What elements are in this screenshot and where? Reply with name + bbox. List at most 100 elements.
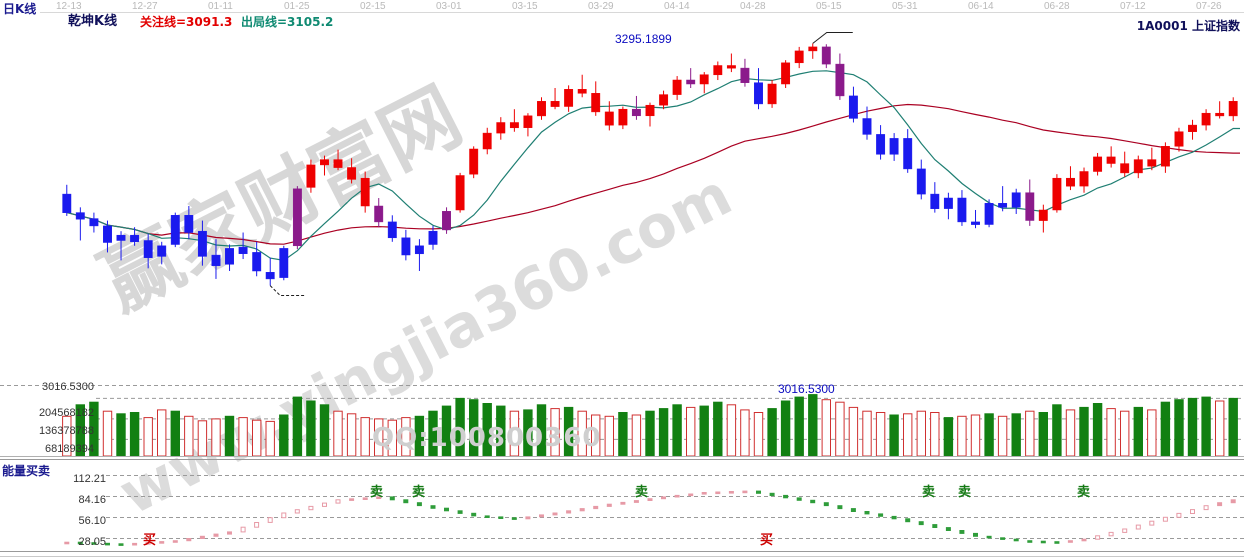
price-panel[interactable]	[0, 13, 1244, 388]
volume-bar[interactable]	[997, 415, 1008, 457]
volume-bar[interactable]	[767, 408, 777, 457]
candle[interactable]	[442, 211, 451, 231]
volume-bar[interactable]	[360, 417, 370, 457]
volume-bar[interactable]	[726, 404, 737, 457]
candle[interactable]	[455, 175, 465, 211]
volume-bar[interactable]	[699, 405, 709, 457]
candle[interactable]	[401, 237, 411, 256]
candle[interactable]	[143, 240, 153, 258]
candle[interactable]	[713, 65, 723, 76]
candle[interactable]	[509, 122, 519, 129]
volume-bar[interactable]	[1174, 399, 1184, 457]
candle[interactable]	[821, 46, 831, 65]
volume-bar[interactable]	[1228, 397, 1238, 457]
volume-bar[interactable]	[211, 418, 221, 457]
candle[interactable]	[889, 138, 899, 155]
candle[interactable]	[699, 74, 709, 85]
volume-bar[interactable]	[265, 420, 275, 457]
candle[interactable]	[170, 215, 180, 245]
volume-bar[interactable]	[794, 396, 804, 457]
candle[interactable]	[1147, 159, 1157, 167]
volume-bar[interactable]	[197, 420, 208, 457]
volume-bar[interactable]	[1011, 413, 1021, 457]
candle[interactable]	[1106, 156, 1116, 164]
volume-bar[interactable]	[862, 410, 872, 457]
candle[interactable]	[347, 167, 357, 180]
candle[interactable]	[496, 122, 506, 134]
volume-bar[interactable]	[618, 412, 628, 457]
candle[interactable]	[686, 79, 696, 85]
candle[interactable]	[252, 252, 262, 272]
candle[interactable]	[591, 93, 601, 113]
volume-bar[interactable]	[1133, 406, 1143, 457]
volume-bar[interactable]	[170, 410, 181, 457]
candle[interactable]	[1174, 131, 1184, 147]
volume-bar[interactable]	[102, 410, 113, 457]
volume-bars[interactable]	[62, 394, 1238, 457]
volume-bar[interactable]	[333, 410, 343, 457]
volume-bar[interactable]	[916, 410, 926, 457]
volume-bar[interactable]	[279, 414, 289, 457]
candle[interactable]	[374, 205, 384, 223]
volume-bar[interactable]	[184, 415, 194, 457]
candle[interactable]	[482, 132, 492, 150]
candle[interactable]	[767, 83, 777, 105]
candle[interactable]	[184, 215, 194, 233]
candle[interactable]	[279, 248, 289, 278]
candle[interactable]	[1025, 192, 1035, 221]
volume-bar[interactable]	[821, 399, 831, 457]
candle[interactable]	[631, 108, 641, 117]
volume-bar[interactable]	[1187, 397, 1198, 457]
volume-bar[interactable]	[943, 417, 954, 457]
candle[interactable]	[794, 50, 804, 64]
candle[interactable]	[943, 197, 953, 209]
power-oscillator-series[interactable]	[64, 490, 1236, 546]
candle[interactable]	[930, 193, 940, 209]
volume-bar[interactable]	[848, 406, 859, 457]
candle[interactable]	[428, 230, 438, 245]
candle[interactable]	[726, 65, 736, 69]
volume-bar[interactable]	[645, 410, 655, 457]
volume-bar[interactable]	[957, 415, 967, 457]
candle[interactable]	[1160, 146, 1170, 167]
candle[interactable]	[957, 197, 967, 223]
candle[interactable]	[387, 221, 397, 239]
candle[interactable]	[659, 94, 669, 106]
volume-bar[interactable]	[740, 409, 750, 457]
candle[interactable]	[1038, 209, 1048, 221]
volume-bar[interactable]	[129, 412, 140, 457]
volume-bar[interactable]	[875, 412, 886, 457]
volume-bar[interactable]	[1052, 404, 1062, 457]
candle[interactable]	[1120, 163, 1130, 174]
candle[interactable]	[984, 203, 994, 225]
candle[interactable]	[211, 254, 221, 266]
candle[interactable]	[672, 79, 682, 95]
volume-bar[interactable]	[1038, 412, 1048, 457]
volume-bar[interactable]	[319, 404, 330, 457]
candle[interactable]	[62, 193, 72, 213]
volume-bar[interactable]	[780, 400, 791, 457]
volume-bar[interactable]	[1065, 409, 1076, 457]
candle[interactable]	[916, 168, 926, 195]
candle[interactable]	[225, 248, 234, 265]
candle[interactable]	[740, 67, 750, 83]
volume-bar[interactable]	[889, 414, 899, 457]
volume-bar[interactable]	[143, 417, 153, 457]
candle[interactable]	[577, 89, 587, 94]
volume-bar[interactable]	[252, 419, 262, 457]
candle[interactable]	[1188, 124, 1197, 132]
candle[interactable]	[103, 225, 112, 243]
volume-bar[interactable]	[835, 401, 845, 457]
volume-bar[interactable]	[1215, 400, 1225, 457]
candle[interactable]	[876, 134, 886, 155]
candle[interactable]	[1215, 112, 1225, 117]
candle[interactable]	[523, 115, 533, 128]
volume-bar[interactable]	[1106, 408, 1116, 457]
candle[interactable]	[754, 82, 763, 105]
candle[interactable]	[197, 230, 207, 257]
volume-bar[interactable]	[1079, 406, 1089, 457]
candle[interactable]	[469, 148, 479, 175]
volume-bar[interactable]	[1120, 410, 1130, 457]
candle[interactable]	[1066, 177, 1075, 187]
candle[interactable]	[157, 245, 167, 257]
